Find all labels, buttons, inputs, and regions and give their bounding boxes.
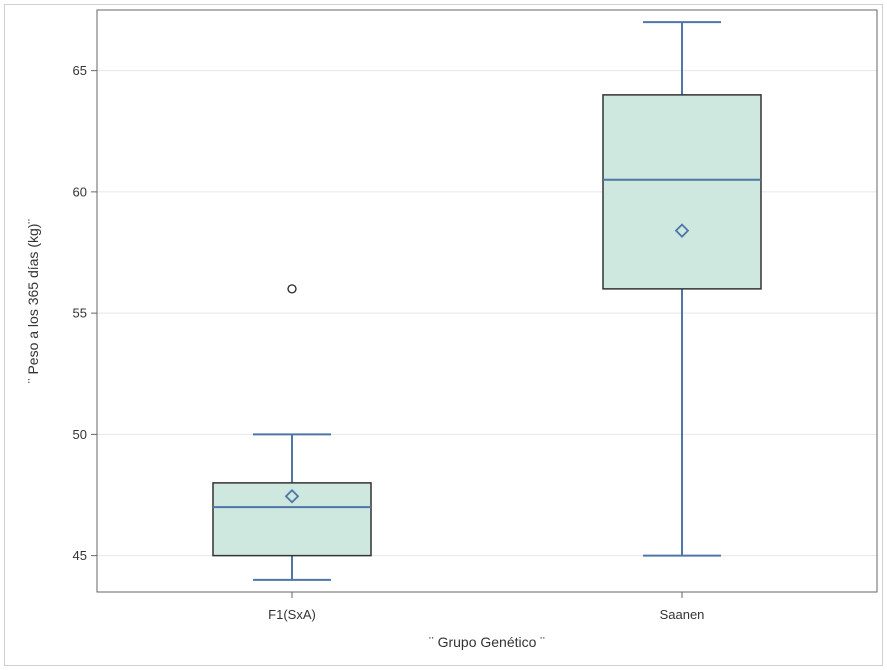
y-tick-label: 65: [73, 63, 87, 78]
y-axis-title: ¨ Peso a los 365 días (kg)¨: [25, 219, 41, 384]
mean-marker: [284, 488, 300, 504]
x-axis-ticks: F1(SxA) Saanen: [268, 592, 704, 622]
boxes: [212, 21, 762, 581]
x-tick-label: Saanen: [660, 607, 705, 622]
box-group: [602, 21, 762, 557]
y-tick-label: 55: [73, 306, 87, 321]
y-tick-label: 45: [73, 548, 87, 563]
y-tick-label: 50: [73, 427, 87, 442]
y-axis-ticks: 45 50 55 60 65: [73, 63, 97, 563]
y-tick-label: 60: [73, 184, 87, 199]
plot-frame: [96, 9, 878, 593]
x-axis-title: ¨ Grupo Genético ¨: [429, 634, 545, 650]
mean-marker: [674, 223, 690, 238]
box-group: [212, 284, 372, 581]
x-tick-label: F1(SxA): [268, 607, 316, 622]
box-iqr: [212, 482, 372, 557]
outlier-point: [287, 284, 297, 294]
box-iqr: [602, 94, 762, 290]
